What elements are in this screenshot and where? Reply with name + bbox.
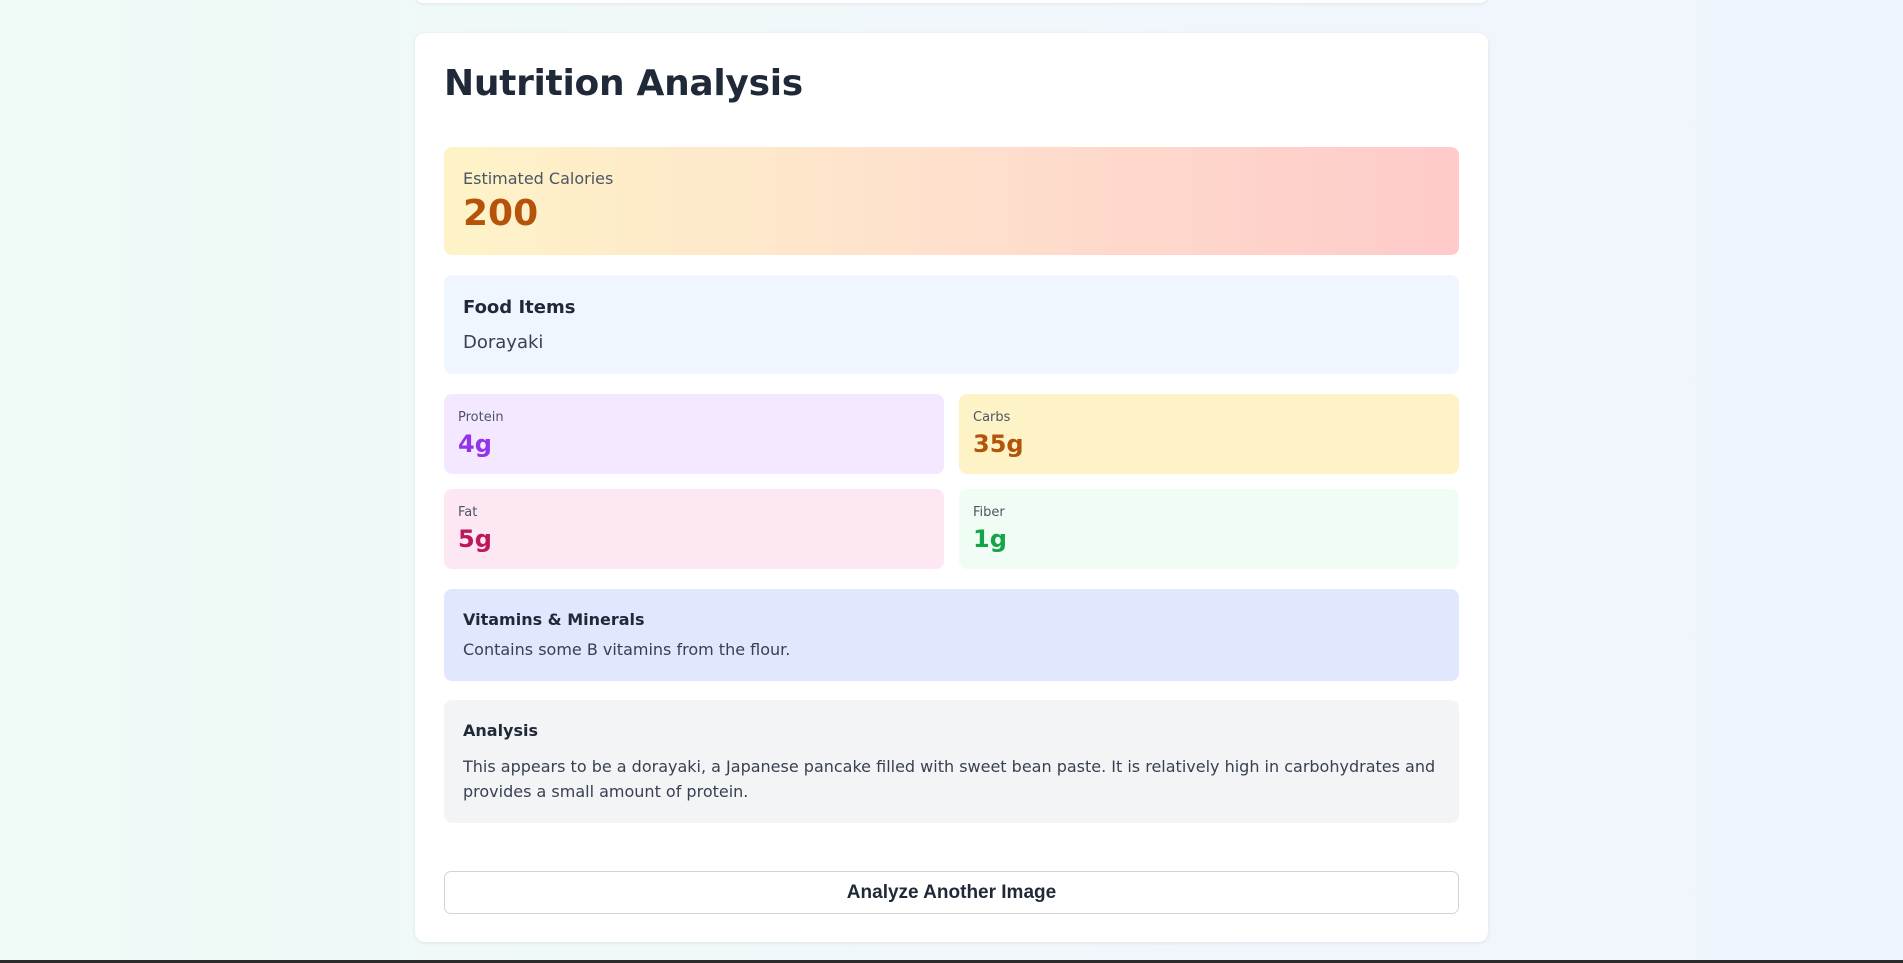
- fiber-label: Fiber: [973, 505, 1005, 520]
- calories-value: 200: [463, 193, 539, 234]
- analysis-heading: Analysis: [463, 721, 539, 740]
- carbs-card: Carbs 35g: [959, 394, 1459, 474]
- nutrition-analysis-card: Nutrition Analysis Estimated Calories 20…: [415, 33, 1488, 942]
- protein-card: Protein 4g: [444, 394, 944, 474]
- analyze-another-image-button[interactable]: Analyze Another Image: [444, 871, 1459, 914]
- food-items-heading: Food Items: [463, 297, 576, 318]
- page-title: Nutrition Analysis: [444, 63, 803, 104]
- vitamins-text: Contains some B vitamins from the flour.: [463, 640, 791, 659]
- protein-label: Protein: [458, 410, 504, 425]
- calories-panel: Estimated Calories 200: [444, 147, 1459, 255]
- calories-label: Estimated Calories: [463, 169, 614, 188]
- carbs-value: 35g: [973, 430, 1024, 458]
- protein-value: 4g: [458, 430, 492, 458]
- fat-label: Fat: [458, 505, 478, 520]
- analysis-text: This appears to be a dorayaki, a Japanes…: [463, 757, 1436, 801]
- food-items-panel: Food Items Dorayaki: [444, 275, 1459, 374]
- food-item: Dorayaki: [463, 332, 544, 353]
- vitamins-panel: Vitamins & Minerals Contains some B vita…: [444, 589, 1459, 681]
- carbs-label: Carbs: [973, 410, 1011, 425]
- fiber-value: 1g: [973, 525, 1007, 553]
- vitamins-heading: Vitamins & Minerals: [463, 610, 645, 629]
- fat-card: Fat 5g: [444, 489, 944, 569]
- fat-value: 5g: [458, 525, 492, 553]
- bottom-edge-bar: [0, 960, 1903, 963]
- fiber-card: Fiber 1g: [959, 489, 1459, 569]
- analysis-panel: Analysis This appears to be a dorayaki, …: [444, 700, 1459, 823]
- previous-card-edge: [415, 0, 1488, 3]
